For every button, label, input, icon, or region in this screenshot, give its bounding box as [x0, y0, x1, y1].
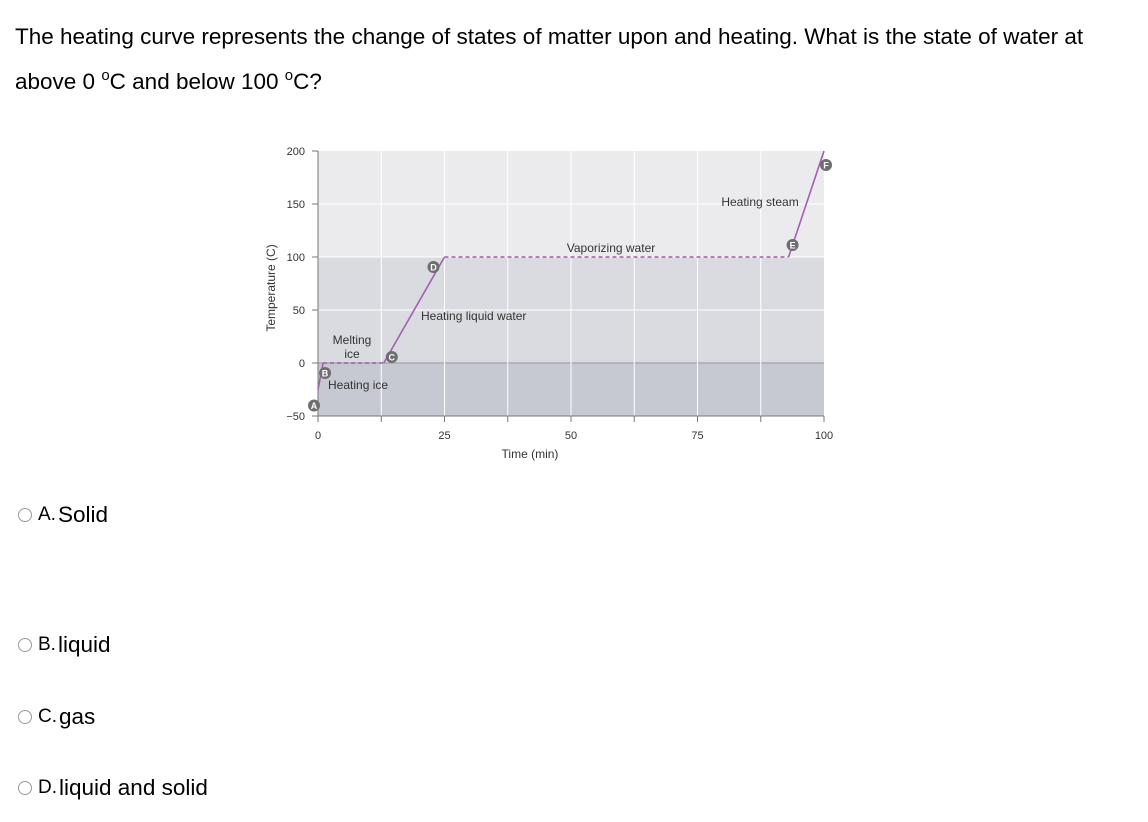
option-letter: A.	[38, 504, 56, 525]
y-tick-label: 150	[287, 199, 305, 211]
option-b[interactable]: B. liquid	[18, 632, 111, 658]
point-label-a: A	[311, 401, 318, 411]
x-tick-label: 75	[691, 430, 703, 442]
option-text: liquid	[57, 632, 111, 657]
question-part-3: C?	[293, 69, 322, 94]
annotation-melting-line1: Melting	[333, 333, 372, 347]
y-tick-label: 50	[293, 305, 305, 317]
y-tick-label: 0	[299, 358, 305, 370]
radio-button-icon[interactable]	[18, 508, 32, 522]
y-axis-label: Temperature (C)	[264, 244, 278, 331]
annotation-heating-steam: Heating steam	[721, 195, 798, 209]
x-tick-label: 0	[315, 430, 321, 442]
y-tick-label: 100	[287, 252, 305, 264]
option-letter: C.	[38, 706, 57, 727]
option-c[interactable]: C. gas	[18, 704, 95, 730]
question-text: The heating curve represents the change …	[15, 14, 1135, 104]
point-label-c: C	[389, 353, 396, 363]
point-marker-d	[427, 261, 440, 273]
option-a[interactable]: A. Solid	[18, 502, 108, 528]
radio-button-icon[interactable]	[18, 638, 32, 652]
y-tick-label: 200	[287, 146, 305, 158]
point-marker-b	[319, 367, 332, 379]
radio-button-icon[interactable]	[18, 781, 32, 795]
option-text: liquid and solid	[59, 775, 208, 800]
point-marker-e	[786, 239, 799, 251]
degree-symbol-1: o	[101, 67, 110, 84]
degree-symbol-2: o	[284, 67, 294, 84]
point-label-b: B	[322, 369, 329, 379]
annotation-vaporizing: Vaporizing water	[567, 241, 656, 255]
option-text: gas	[59, 704, 96, 729]
point-label-d: D	[430, 263, 437, 273]
option-letter: D.	[38, 777, 57, 798]
point-marker-c	[385, 351, 398, 363]
point-marker-f	[820, 159, 832, 171]
y-tick-label: −50	[286, 411, 305, 423]
point-label-e: E	[790, 241, 796, 251]
question-part-2: C and below 100	[109, 69, 285, 94]
option-d[interactable]: D. liquid and solid	[18, 775, 208, 801]
x-tick-label: 50	[565, 430, 577, 442]
x-axis-label: Time (min)	[502, 447, 559, 461]
point-marker-a	[308, 399, 320, 412]
annotation-heating-ice: Heating ice	[328, 378, 388, 392]
question-part-1: The heating curve represents the change …	[15, 24, 1084, 94]
segment-c-d	[383, 256, 446, 364]
x-tick-label: 100	[815, 430, 833, 442]
heating-curve-chart: 200 150 100 50 0 −50 0 25 50 75 100 A B C D E F Heating…	[264, 146, 833, 461]
option-text: Solid	[57, 502, 108, 527]
annotation-melting-line2: ice	[344, 347, 360, 361]
radio-button-icon[interactable]	[18, 710, 32, 724]
point-label-f: F	[823, 161, 829, 171]
option-letter: B.	[38, 634, 56, 655]
x-tick-label: 25	[438, 430, 450, 442]
annotation-heating-liquid: Heating liquid water	[421, 309, 526, 323]
